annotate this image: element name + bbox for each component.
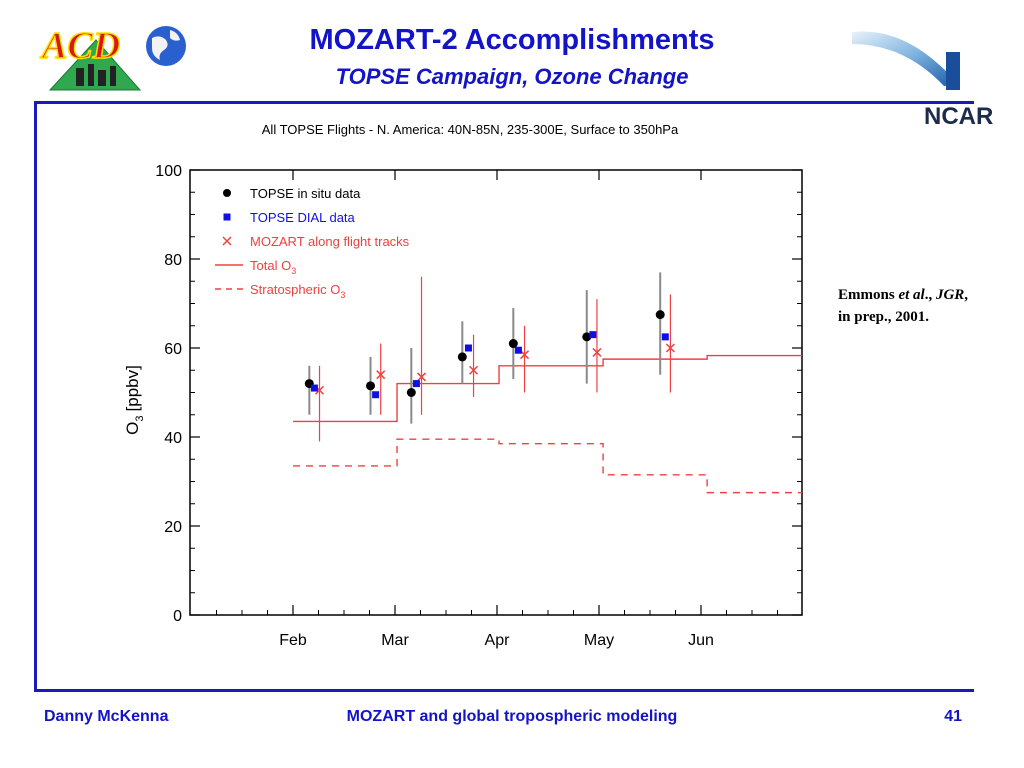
mountain-icon xyxy=(48,39,142,91)
insitu-point xyxy=(655,310,665,320)
mozart-point xyxy=(469,365,479,375)
x-tick-label: Feb xyxy=(279,632,307,649)
dial-point xyxy=(514,346,522,354)
ncar-logo-text: NCAR xyxy=(924,103,993,130)
footer-author: Danny McKenna xyxy=(44,708,169,725)
frame-bottom-rule xyxy=(34,689,974,692)
x-tick-label: Jun xyxy=(688,632,714,649)
y-axis-label-unit: [ppbv] xyxy=(123,365,142,411)
legend-label: TOPSE in situ data xyxy=(250,186,361,201)
y-tick-label: 0 xyxy=(173,608,182,625)
frame-top-rule xyxy=(34,101,974,104)
page-subtitle: TOPSE Campaign, Ozone Change xyxy=(335,64,689,89)
y-tick-label: 100 xyxy=(155,163,182,180)
dial-point xyxy=(589,331,597,339)
citation: Emmons et al., JGR, in prep., 2001. xyxy=(838,287,969,325)
total-o3-line xyxy=(293,354,802,423)
legend-label-text: TOPSE in situ data xyxy=(250,186,361,201)
y-axis-label-main: O xyxy=(123,422,142,435)
citation-journal: JGR xyxy=(935,287,965,303)
insitu-point xyxy=(457,352,467,362)
acd-logo: ACD xyxy=(39,24,186,91)
y-tick-label: 80 xyxy=(164,252,182,269)
legend-label: TOPSE DIAL data xyxy=(250,210,356,225)
mozart-point xyxy=(416,372,427,382)
legend-label: MOZART along flight tracks xyxy=(250,234,410,249)
svg-text:O3[ppbv]: O3 [ppbv] xyxy=(123,365,146,435)
x-tick-label: May xyxy=(584,632,614,649)
ncar-logo: NCAR xyxy=(852,31,993,130)
chart-title: All TOPSE Flights - N. America: 40N-85N,… xyxy=(262,122,679,137)
dial-point xyxy=(310,384,318,392)
legend-label-text: Stratospheric O xyxy=(250,282,340,297)
legend-label-text: MOZART along flight tracks xyxy=(250,234,410,249)
citation-author: Emmons xyxy=(838,287,895,303)
legend-label-subscript: 3 xyxy=(340,290,345,300)
y-tick-label: 20 xyxy=(164,519,182,536)
acd-logo-text: ACD xyxy=(40,25,120,67)
insitu-point xyxy=(406,388,416,397)
insitu-point xyxy=(508,339,518,349)
legend-label: Total O3 xyxy=(250,258,296,276)
citation-line2: in prep., 2001. xyxy=(838,309,929,325)
dial-point xyxy=(412,380,420,388)
insitu-point xyxy=(366,381,376,391)
frame-left-rule xyxy=(34,101,37,691)
mozart-point xyxy=(665,343,675,353)
x-tick-label: Apr xyxy=(485,632,511,649)
legend-square-symbol xyxy=(223,213,231,221)
legend-cross-symbol xyxy=(222,236,232,246)
dial-point xyxy=(464,344,472,352)
footer-title: MOZART and global tropospheric modeling xyxy=(346,708,678,725)
y-tick-label: 40 xyxy=(164,430,182,447)
ozone-chart: All TOPSE Flights - N. America: 40N-85N,… xyxy=(123,122,803,649)
y-axis-label-sub: 3 xyxy=(134,415,146,421)
legend-label: Stratospheric O3 xyxy=(250,282,345,300)
page-title: MOZART-2 Accomplishments xyxy=(309,24,715,56)
legend-label-subscript: 3 xyxy=(291,266,296,276)
mozart-point xyxy=(376,370,386,380)
citation-etal: et al xyxy=(898,287,925,303)
footer-page-number: 41 xyxy=(944,708,962,725)
legend-dot-symbol xyxy=(223,189,231,197)
legend-label-text: Total O xyxy=(250,258,291,273)
y-tick-label: 60 xyxy=(164,341,182,358)
x-tick-label: Mar xyxy=(381,632,409,649)
ncar-swoosh-icon xyxy=(852,31,958,86)
dial-point xyxy=(372,391,380,399)
y-axis-label: O3 [ppbv] xyxy=(123,365,146,435)
dial-point xyxy=(661,333,669,341)
mozart-point xyxy=(592,347,602,357)
legend-label-text: TOPSE DIAL data xyxy=(250,210,356,225)
insitu-point xyxy=(582,332,592,342)
stratospheric-o3-line xyxy=(293,438,802,494)
